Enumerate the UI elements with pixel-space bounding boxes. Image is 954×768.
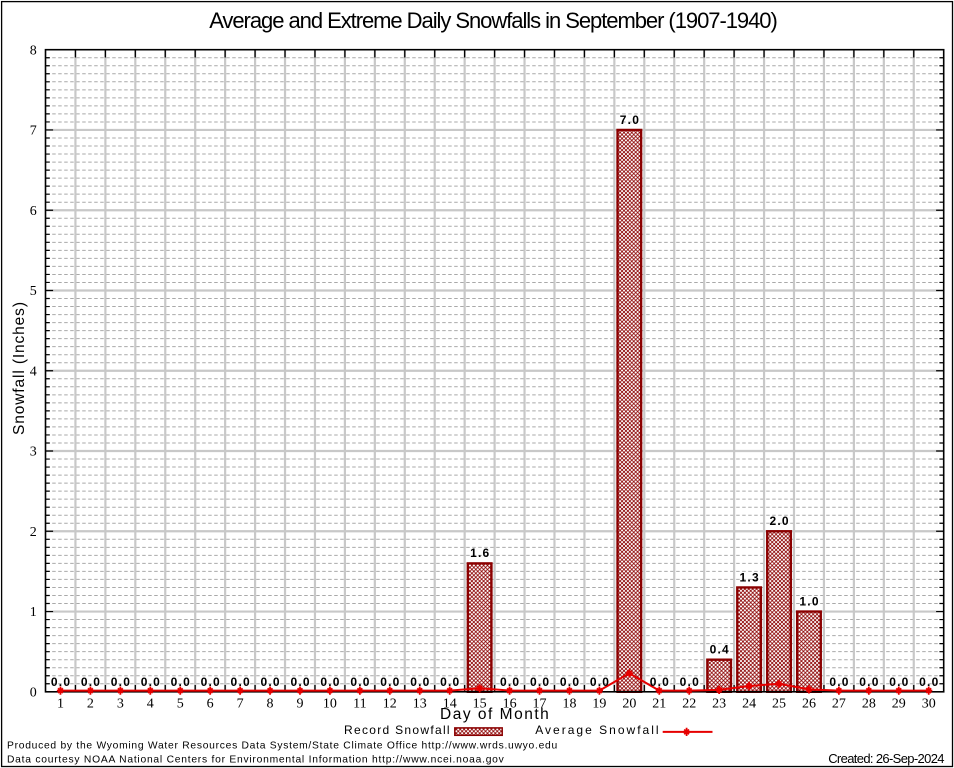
- svg-text:20: 20: [622, 697, 636, 712]
- svg-text:Produced by the Wyoming Water: Produced by the Wyoming Water Resources …: [7, 741, 557, 752]
- svg-text:26: 26: [802, 697, 816, 712]
- svg-text:28: 28: [862, 697, 876, 712]
- svg-text:Record Snowfall: Record Snowfall: [344, 723, 450, 737]
- svg-text:0.0: 0.0: [320, 675, 339, 689]
- svg-text:10: 10: [323, 697, 337, 712]
- svg-text:0.0: 0.0: [141, 675, 160, 689]
- svg-text:Snowfall (Inches): Snowfall (Inches): [11, 302, 28, 435]
- svg-text:0.0: 0.0: [440, 675, 459, 689]
- svg-text:7: 7: [237, 697, 244, 712]
- svg-text:21: 21: [652, 697, 666, 712]
- svg-text:0.0: 0.0: [889, 675, 908, 689]
- svg-text:0.0: 0.0: [261, 675, 280, 689]
- svg-text:0.0: 0.0: [81, 675, 100, 689]
- svg-text:7.0: 7.0: [620, 113, 639, 127]
- svg-text:0.0: 0.0: [500, 675, 519, 689]
- svg-text:0.0: 0.0: [290, 675, 309, 689]
- svg-text:2: 2: [30, 525, 37, 540]
- svg-text:6: 6: [30, 204, 37, 219]
- svg-text:25: 25: [772, 697, 786, 712]
- svg-text:29: 29: [892, 697, 906, 712]
- svg-text:1: 1: [30, 605, 37, 620]
- svg-text:8: 8: [30, 43, 37, 58]
- svg-text:17: 17: [533, 697, 547, 712]
- svg-text:2: 2: [87, 697, 94, 712]
- svg-text:Day of Month: Day of Month: [440, 706, 549, 723]
- svg-text:0.0: 0.0: [919, 675, 938, 689]
- svg-text:0.0: 0.0: [560, 675, 579, 689]
- svg-text:0.0: 0.0: [590, 675, 609, 689]
- svg-text:0.0: 0.0: [380, 675, 399, 689]
- svg-text:0.0: 0.0: [231, 675, 250, 689]
- svg-text:14: 14: [443, 697, 457, 712]
- svg-text:0.0: 0.0: [201, 675, 220, 689]
- svg-text:6: 6: [207, 697, 214, 712]
- svg-text:0.0: 0.0: [350, 675, 369, 689]
- svg-text:1.6: 1.6: [470, 546, 489, 560]
- svg-text:13: 13: [413, 697, 427, 712]
- svg-text:0.0: 0.0: [410, 675, 429, 689]
- svg-text:22: 22: [682, 697, 696, 712]
- svg-text:Average and Extreme Daily Snow: Average and Extreme Daily Snowfalls in S…: [209, 8, 778, 33]
- svg-text:0.0: 0.0: [51, 675, 70, 689]
- svg-text:4: 4: [147, 697, 154, 712]
- svg-text:27: 27: [832, 697, 846, 712]
- svg-text:23: 23: [712, 697, 726, 712]
- svg-text:15: 15: [473, 697, 487, 712]
- svg-text:0.0: 0.0: [829, 675, 848, 689]
- svg-text:0.0: 0.0: [111, 675, 130, 689]
- svg-text:1.0: 1.0: [799, 594, 818, 608]
- svg-text:3: 3: [30, 445, 37, 460]
- svg-text:5: 5: [177, 697, 184, 712]
- svg-text:0.0: 0.0: [859, 675, 878, 689]
- svg-text:30: 30: [922, 697, 936, 712]
- svg-text:8: 8: [267, 697, 274, 712]
- svg-text:18: 18: [562, 697, 576, 712]
- svg-text:4: 4: [30, 364, 37, 379]
- svg-text:1: 1: [57, 697, 64, 712]
- svg-text:16: 16: [503, 697, 517, 712]
- svg-text:0.0: 0.0: [530, 675, 549, 689]
- svg-text:Data courtesy NOAA National Ce: Data courtesy NOAA National Centers for …: [7, 755, 505, 766]
- svg-text:Created: 26-Sep-2024: Created: 26-Sep-2024: [828, 751, 944, 766]
- svg-text:19: 19: [592, 697, 606, 712]
- svg-text:1.3: 1.3: [740, 570, 759, 584]
- svg-text:3: 3: [117, 697, 124, 712]
- svg-text:0.0: 0.0: [680, 675, 699, 689]
- svg-text:9: 9: [296, 697, 303, 712]
- svg-text:24: 24: [742, 697, 756, 712]
- svg-text:0: 0: [30, 685, 37, 700]
- svg-text:Average Snowfall: Average Snowfall: [535, 723, 658, 737]
- svg-text:2.0: 2.0: [769, 514, 788, 528]
- svg-text:7: 7: [30, 124, 37, 139]
- svg-text:5: 5: [30, 284, 37, 299]
- svg-text:0.0: 0.0: [171, 675, 190, 689]
- svg-text:12: 12: [383, 697, 397, 712]
- svg-text:0.0: 0.0: [650, 675, 669, 689]
- svg-text:0.4: 0.4: [710, 642, 729, 656]
- svg-text:11: 11: [353, 697, 366, 712]
